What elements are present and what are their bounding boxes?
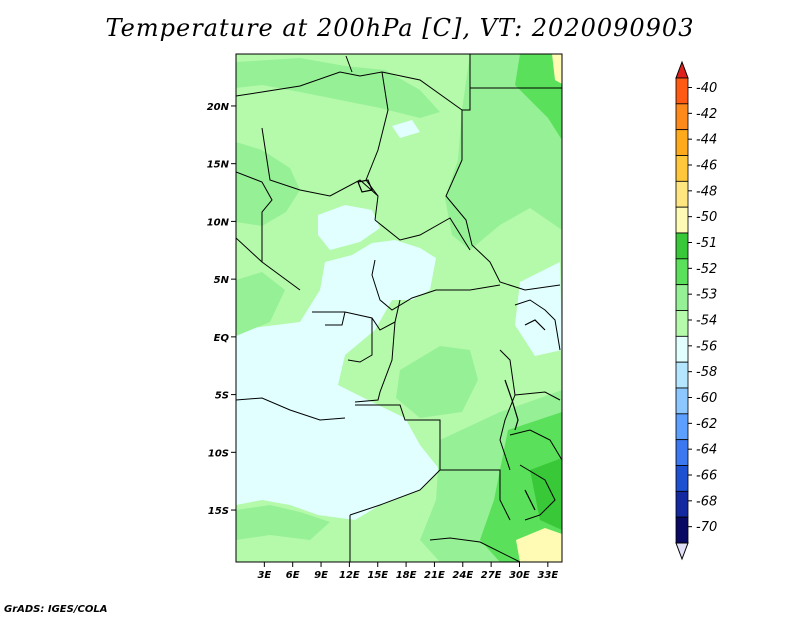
colorbar-swatch bbox=[675, 465, 689, 492]
map-title: Temperature at 200hPa [C], VT: 202009090… bbox=[105, 14, 695, 42]
colorbar-top-arrow bbox=[675, 60, 689, 79]
field-yellow-se bbox=[516, 528, 562, 562]
colorbar-swatch bbox=[675, 129, 689, 156]
latitude-ticks: 20N 15N 10N 5N EQ 5S 10S 15S bbox=[207, 102, 236, 517]
colorbar-label: -64 bbox=[696, 443, 717, 458]
colorbar-swatch bbox=[675, 180, 689, 208]
colorbar-swatch bbox=[675, 490, 689, 518]
field-green-wcoast bbox=[236, 272, 285, 336]
lon-tick-label: 3E bbox=[257, 570, 271, 581]
field-green-mid bbox=[396, 346, 478, 418]
colorbar-label: -58 bbox=[696, 365, 717, 380]
colorbar-swatch bbox=[675, 335, 689, 363]
colorbar-swatch bbox=[675, 103, 689, 131]
colorbar-swatch bbox=[675, 361, 689, 389]
lat-tick-label: 20N bbox=[207, 102, 230, 113]
colorbar-swatch bbox=[675, 516, 689, 544]
lon-tick-label: 21E bbox=[424, 570, 445, 581]
colorbar: -40 -42 -44 -46 -48 -50 -51 -52 -53 -54 -56 -58 -60 -… bbox=[675, 60, 717, 561]
colorbar-label: -54 bbox=[696, 314, 717, 329]
colorbar-swatch bbox=[675, 206, 689, 234]
colorbar-swatch bbox=[675, 284, 689, 311]
colorbar-label: -42 bbox=[696, 107, 717, 122]
colorbar-label: -70 bbox=[696, 520, 717, 535]
field-cyan-east bbox=[515, 262, 562, 356]
colorbar-label: -66 bbox=[696, 469, 717, 484]
lat-tick-label: 15S bbox=[208, 506, 229, 517]
colorbar-label: -40 bbox=[696, 81, 717, 96]
field-green-sw bbox=[236, 505, 330, 540]
colorbar-label: -53 bbox=[696, 288, 717, 303]
lon-tick-label: 6E bbox=[286, 570, 300, 581]
colorbar-swatch bbox=[675, 310, 689, 337]
field-cyan-north bbox=[318, 205, 380, 250]
colorbar-label: -44 bbox=[696, 133, 717, 148]
colorbar-label: -48 bbox=[696, 184, 717, 199]
lat-tick-label: 10N bbox=[207, 217, 230, 228]
field-darkgreen-ne bbox=[515, 54, 562, 140]
colorbar-swatch bbox=[675, 155, 689, 182]
colorbar-label: -56 bbox=[696, 339, 717, 354]
colorbar-swatch bbox=[675, 439, 689, 466]
lat-tick-label: 5S bbox=[215, 391, 229, 402]
colorbar-swatch bbox=[675, 232, 689, 260]
field-darkgreen-se bbox=[480, 412, 562, 562]
grads-credit: GrADS: IGES/COLA bbox=[4, 604, 108, 615]
lon-tick-label: 12E bbox=[339, 570, 360, 581]
colorbar-swatch bbox=[675, 258, 689, 286]
lon-tick-label: 30E bbox=[509, 570, 530, 581]
colorbar-label: -51 bbox=[696, 236, 717, 251]
lon-tick-label: 9E bbox=[314, 570, 328, 581]
field-cyan-region bbox=[236, 240, 440, 520]
lon-tick-label: 24E bbox=[452, 570, 473, 581]
country-borders bbox=[236, 54, 562, 562]
lat-tick-label: 5N bbox=[214, 275, 230, 286]
lakes bbox=[357, 179, 546, 511]
colorbar-bottom-arrow bbox=[675, 542, 689, 561]
map-frame bbox=[235, 53, 563, 563]
field-green-west bbox=[236, 142, 300, 226]
lon-tick-label: 27E bbox=[481, 570, 502, 581]
colorbar-swatch bbox=[675, 387, 689, 415]
colorbar-label: -68 bbox=[696, 494, 717, 509]
colorbar-label: -46 bbox=[696, 159, 717, 174]
colorbar-label: -50 bbox=[696, 210, 717, 225]
lat-tick-label: 10S bbox=[208, 448, 229, 459]
lon-tick-label: 33E bbox=[537, 570, 558, 581]
lon-tick-label: 18E bbox=[396, 570, 417, 581]
colorbar-swatch bbox=[675, 77, 689, 105]
lat-tick-label: EQ bbox=[214, 333, 230, 344]
colorbar-label: -60 bbox=[696, 391, 717, 406]
field-green-ne bbox=[445, 54, 562, 250]
temperature-field bbox=[236, 54, 562, 562]
field-cyan-patch bbox=[392, 120, 420, 138]
lon-tick-label: 15E bbox=[367, 570, 388, 581]
colorbar-label: -62 bbox=[696, 417, 717, 432]
colorbar-label: -52 bbox=[696, 262, 717, 277]
field-yellow-ne bbox=[552, 54, 562, 84]
longitude-ticks: 3E 6E 9E 12E 15E 18E 21E 24E 27E 30E 33E bbox=[257, 562, 558, 581]
colorbar-swatch bbox=[675, 413, 689, 441]
lat-tick-label: 15N bbox=[207, 160, 230, 171]
